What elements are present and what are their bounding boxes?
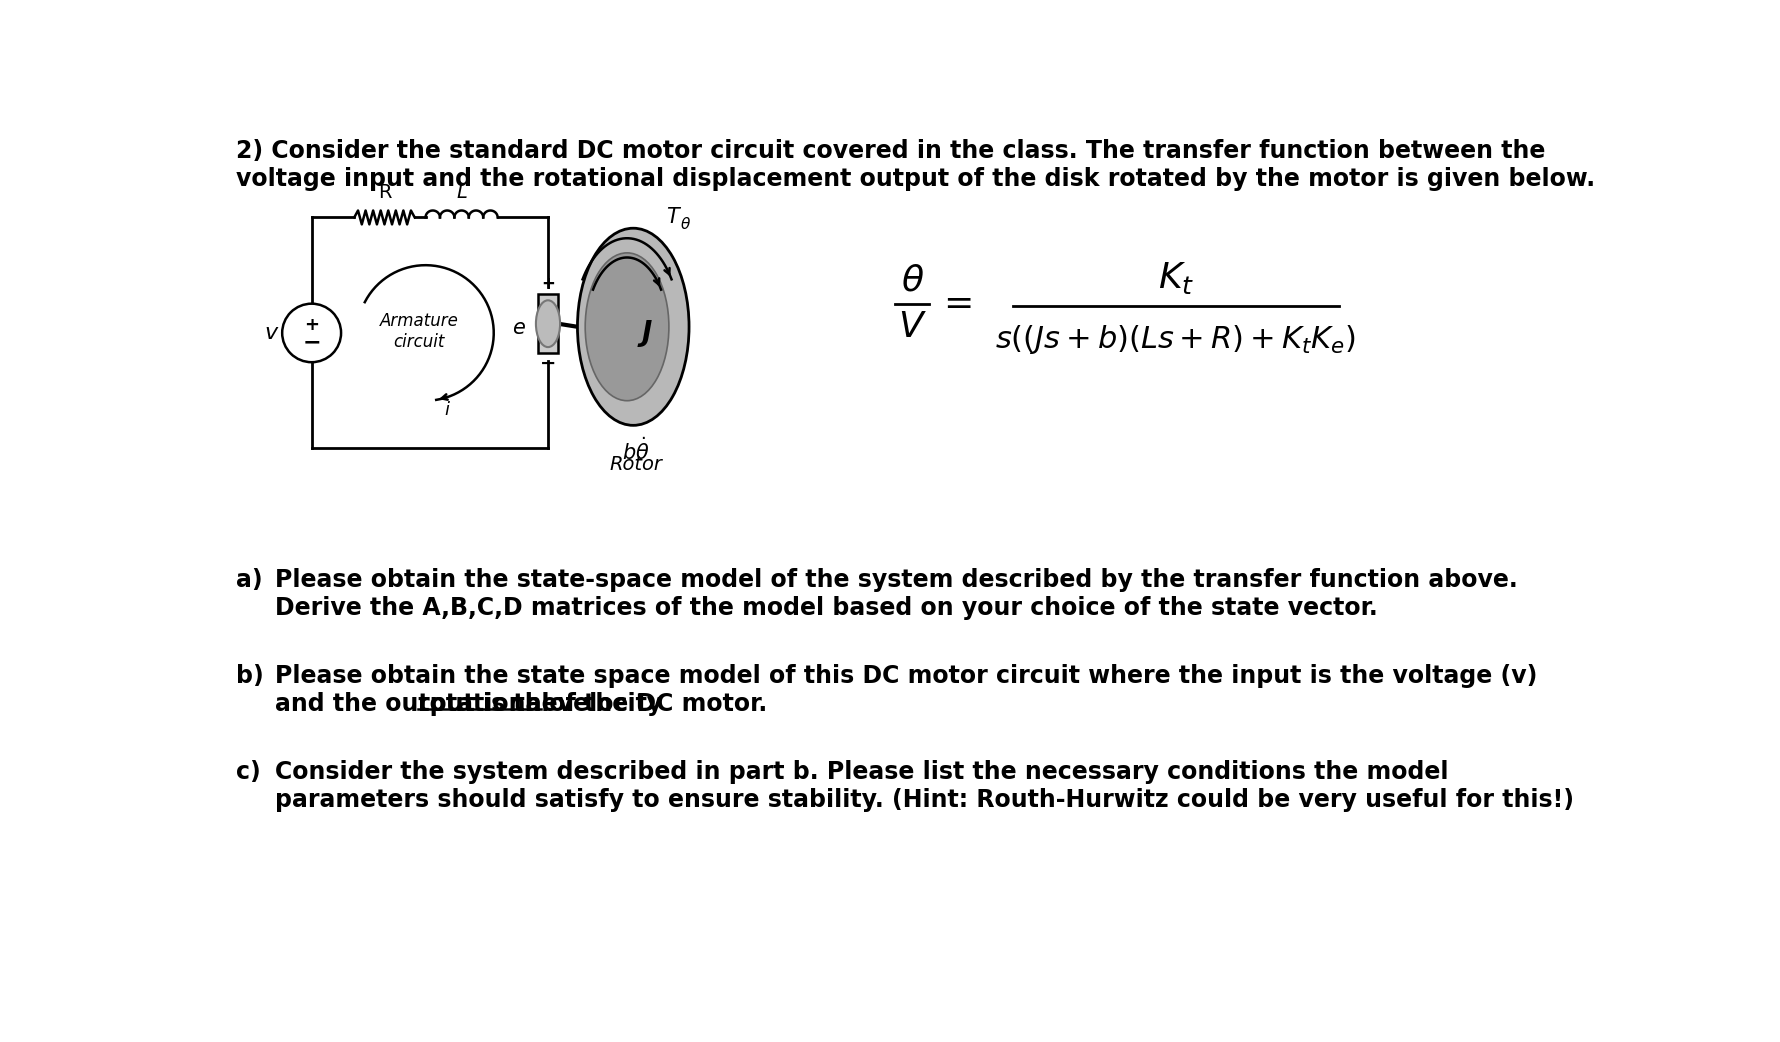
Text: −: − <box>539 353 555 372</box>
Text: $K_t$: $K_t$ <box>1157 259 1194 296</box>
Text: 2) Consider the standard DC motor circuit covered in the class. The transfer fun: 2) Consider the standard DC motor circui… <box>237 139 1545 163</box>
Text: $\theta$: $\theta$ <box>901 264 924 298</box>
Text: Derive the A,B,C,D matrices of the model based on your choice of the state vecto: Derive the A,B,C,D matrices of the model… <box>276 596 1378 620</box>
Text: Please obtain the state-space model of the system described by the transfer func: Please obtain the state-space model of t… <box>276 568 1518 592</box>
Text: +: + <box>541 275 555 294</box>
Text: Please obtain the state space model of this DC motor circuit where the input is : Please obtain the state space model of t… <box>276 664 1538 688</box>
Text: R: R <box>377 183 392 202</box>
Text: −: − <box>303 333 320 353</box>
Text: and the output is the: and the output is the <box>276 692 566 716</box>
Text: $b\dot{\theta}$: $b\dot{\theta}$ <box>621 437 650 464</box>
Text: parameters should satisfy to ensure stability. (Hint: Routh-Hurwitz could be ver: parameters should satisfy to ensure stab… <box>276 788 1574 812</box>
Text: e: e <box>513 318 525 338</box>
Ellipse shape <box>536 300 561 347</box>
Text: J: J <box>643 319 653 347</box>
Text: Consider the system described in part b. Please list the necessary conditions th: Consider the system described in part b.… <box>276 761 1449 785</box>
Text: Armature: Armature <box>379 312 459 329</box>
Text: =: = <box>943 288 974 321</box>
Text: rotational velocity: rotational velocity <box>418 692 662 716</box>
Text: L: L <box>456 183 466 202</box>
Text: +: + <box>304 316 319 334</box>
Text: of the DC motor.: of the DC motor. <box>541 692 767 716</box>
Text: c): c) <box>237 761 262 785</box>
Text: i: i <box>445 401 450 419</box>
Text: $s((Js + b)(Ls + R) + K_t K_e)$: $s((Js + b)(Ls + R) + K_t K_e)$ <box>995 323 1356 355</box>
Text: circuit: circuit <box>393 333 445 351</box>
Text: a): a) <box>237 568 263 592</box>
Text: voltage input and the rotational displacement output of the disk rotated by the : voltage input and the rotational displac… <box>237 168 1595 192</box>
Ellipse shape <box>586 253 669 401</box>
Text: v: v <box>265 323 278 343</box>
Ellipse shape <box>577 228 689 425</box>
Text: $T$: $T$ <box>666 206 682 227</box>
Text: $V$: $V$ <box>897 309 927 344</box>
Text: Rotor: Rotor <box>609 455 662 474</box>
Text: $\theta$: $\theta$ <box>680 216 691 231</box>
FancyBboxPatch shape <box>538 295 559 353</box>
Text: b): b) <box>237 664 263 688</box>
Circle shape <box>283 303 342 363</box>
